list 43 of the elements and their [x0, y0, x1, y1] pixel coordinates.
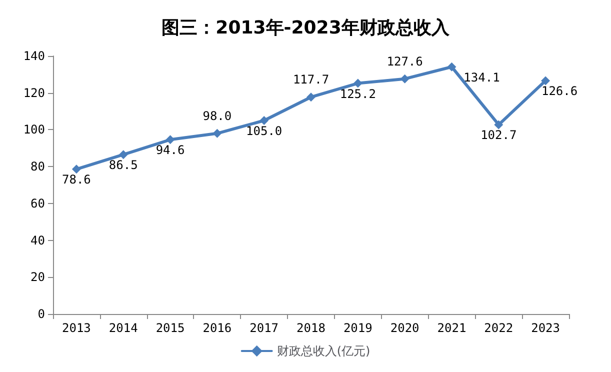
data-label: 102.7 [480, 128, 517, 142]
x-tick-label: 2015 [156, 321, 185, 335]
data-label: 105.0 [246, 124, 282, 138]
data-label: 98.0 [202, 108, 232, 123]
point [541, 76, 550, 86]
chart-title: 图三：2013年-2023年财政总收入 [162, 18, 450, 38]
point [118, 150, 128, 160]
x-tick-label: 2016 [202, 321, 232, 335]
data-label: 78.6 [62, 172, 91, 187]
data-label: 117.7 [292, 72, 330, 87]
point [212, 128, 222, 138]
data-label: 86.5 [108, 158, 138, 172]
y-tick-label: 120 [23, 86, 45, 100]
point [72, 164, 81, 174]
y-tick-label: 60 [30, 196, 45, 210]
y-tick-label: 100 [23, 122, 45, 137]
y-tick-label: 140 [23, 49, 45, 63]
point [494, 120, 504, 130]
point [400, 74, 410, 84]
x-tick-label: 2017 [250, 321, 279, 335]
x-tick-label: 2013 [62, 321, 91, 335]
x-tick-label: 2014 [108, 321, 138, 335]
point [353, 78, 362, 88]
y-tick-label: 0 [38, 307, 45, 321]
y-tick-label: 20 [30, 270, 45, 284]
y-tick-label: 80 [30, 160, 45, 174]
x-tick-label: 2023 [531, 321, 560, 335]
y-tick-label: 40 [30, 233, 45, 248]
point [306, 92, 316, 102]
data-label: 94.6 [156, 143, 185, 158]
data-label: 127.6 [386, 54, 423, 68]
point [447, 62, 456, 72]
data-label: 134.1 [464, 70, 500, 84]
x-tick-label: 2019 [343, 321, 372, 335]
legend-label: 财政总收入(亿元) [276, 344, 370, 358]
point [166, 135, 175, 144]
data-label: 125.2 [340, 86, 376, 101]
x-tick-label: 2022 [484, 321, 514, 335]
x-tick-label: 2021 [437, 321, 466, 335]
point [260, 116, 269, 125]
data-label: 126.6 [541, 84, 578, 98]
x-tick-label: 2018 [296, 321, 326, 335]
x-tick-label: 2020 [390, 321, 420, 335]
